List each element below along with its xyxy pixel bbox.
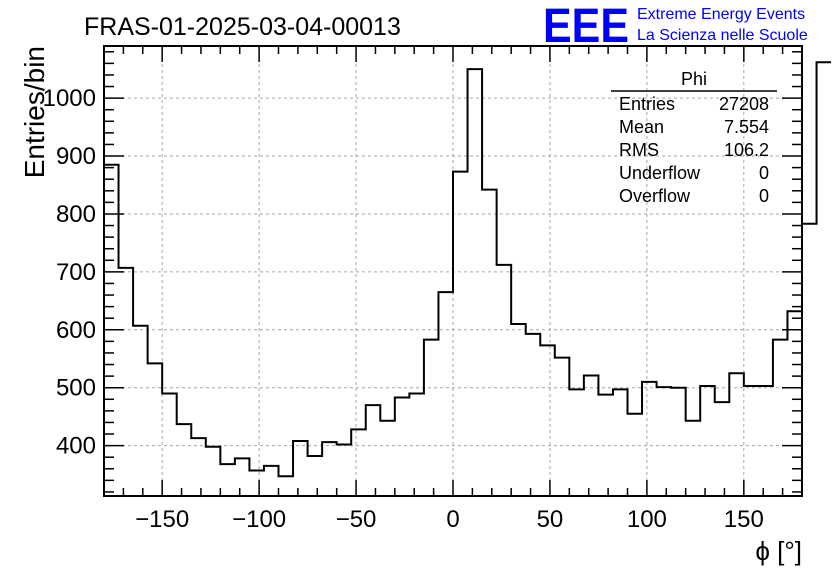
stats-label: Mean [619, 117, 664, 137]
x-tick-label: 100 [627, 506, 667, 533]
logo-mark: EEE [543, 0, 629, 53]
x-tick-label: 0 [446, 506, 459, 533]
logo-line1: Extreme Energy Events [637, 6, 805, 23]
x-tick-label: −150 [135, 506, 189, 533]
histogram-series-line [104, 61, 832, 478]
stats-value: 0 [759, 163, 769, 183]
stats-title: Phi [681, 69, 707, 89]
y-tick-label: 800 [56, 201, 96, 228]
stats-value: 106.2 [724, 140, 769, 160]
x-tick-label: −100 [232, 506, 286, 533]
stats-value: 0 [759, 186, 769, 206]
stats-label: RMS [619, 140, 659, 160]
y-tick-label: 500 [56, 375, 96, 402]
stats-label: Entries [619, 94, 675, 114]
chart-title: FRAS-01-2025-03-04-00013 [84, 13, 401, 41]
stats-value: 27208 [719, 94, 769, 114]
y-tick-label: 700 [56, 259, 96, 286]
eee-logo: EEE Extreme Energy Events La Scienza nel… [543, 0, 808, 53]
y-tick-label: 1000 [43, 85, 96, 112]
stats-box: Phi Entries 27208 Mean 7.554 RMS 106.2 Underfl… [611, 69, 777, 206]
y-axis-label: Entries/bin [19, 46, 50, 178]
y-tick-label: 600 [56, 317, 96, 344]
stats-value: 7.554 [724, 117, 769, 137]
axes: −150 −100 −50 0 50 100 150 400 500 600 700 800 900 10… [43, 46, 803, 533]
stats-label: Overflow [619, 186, 691, 206]
x-tick-label: 150 [724, 506, 764, 533]
y-tick-label: 900 [56, 143, 96, 170]
x-tick-label: 50 [537, 506, 564, 533]
y-tick-label: 400 [56, 433, 96, 460]
logo-line2: La Scienza nelle Scuole [637, 27, 808, 44]
stats-label: Underflow [619, 163, 701, 183]
x-tick-label: −50 [336, 506, 377, 533]
x-axis-label: ϕ [°] [755, 536, 802, 566]
